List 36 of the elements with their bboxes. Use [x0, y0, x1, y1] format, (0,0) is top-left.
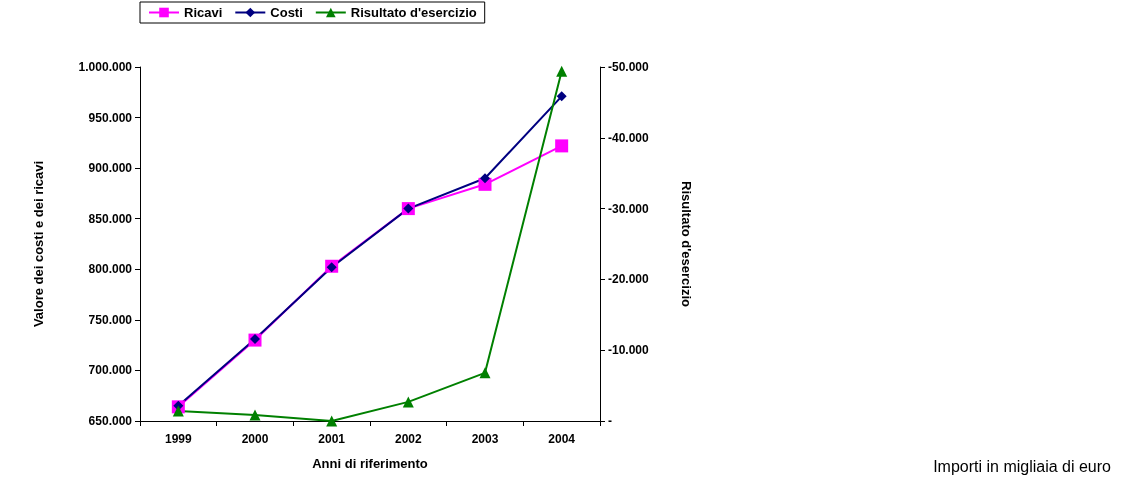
y2-tick-label: -20.000	[608, 272, 650, 287]
y2-axis-title: Risultato d'esercizio	[679, 181, 694, 308]
y2-tick-label: -40.000	[608, 130, 650, 145]
y-axis-title: Valore dei costi e dei ricavi	[31, 160, 46, 328]
point	[402, 396, 414, 408]
y-tick-label: 900.000	[88, 161, 133, 176]
legend-label: Costi	[270, 5, 303, 20]
legend-label: Risultato d'esercizio	[350, 5, 477, 20]
y2-tick-label: -30.000	[608, 201, 650, 216]
x-tick-label: 1999	[164, 432, 192, 446]
y-tick-label: 850.000	[88, 211, 133, 226]
x-tick-label: 2003	[471, 432, 499, 446]
x-tick-label: 2004	[548, 432, 576, 446]
x-tick-label: 2001	[318, 432, 346, 446]
point	[172, 405, 184, 417]
point	[480, 173, 490, 184]
point	[479, 367, 491, 379]
y-tick-label: 700.000	[88, 363, 133, 378]
y2-tick-label: -10.000	[608, 343, 650, 358]
y2-tick-label: -50.000	[608, 60, 650, 74]
point	[556, 65, 568, 77]
point	[249, 409, 261, 421]
text: Importi in migliaia di euro	[933, 457, 1112, 475]
y-tick-label: 950.000	[88, 110, 133, 125]
y-tick-label: 650.000	[88, 414, 133, 428]
point	[326, 415, 338, 427]
y2-tick-label: -	[608, 414, 612, 428]
x-tick-label: 2000	[241, 432, 269, 446]
point	[556, 91, 567, 102]
x-tick-label: 2002	[394, 432, 422, 446]
y-tick-label: 1.000.000	[78, 60, 133, 74]
y-tick-label: 750.000	[88, 312, 133, 327]
point	[555, 139, 569, 153]
legend-label: Ricavi	[184, 5, 223, 20]
x-axis-title: Anni di riferimento	[312, 456, 428, 471]
y-tick-label: 800.000	[88, 262, 133, 277]
